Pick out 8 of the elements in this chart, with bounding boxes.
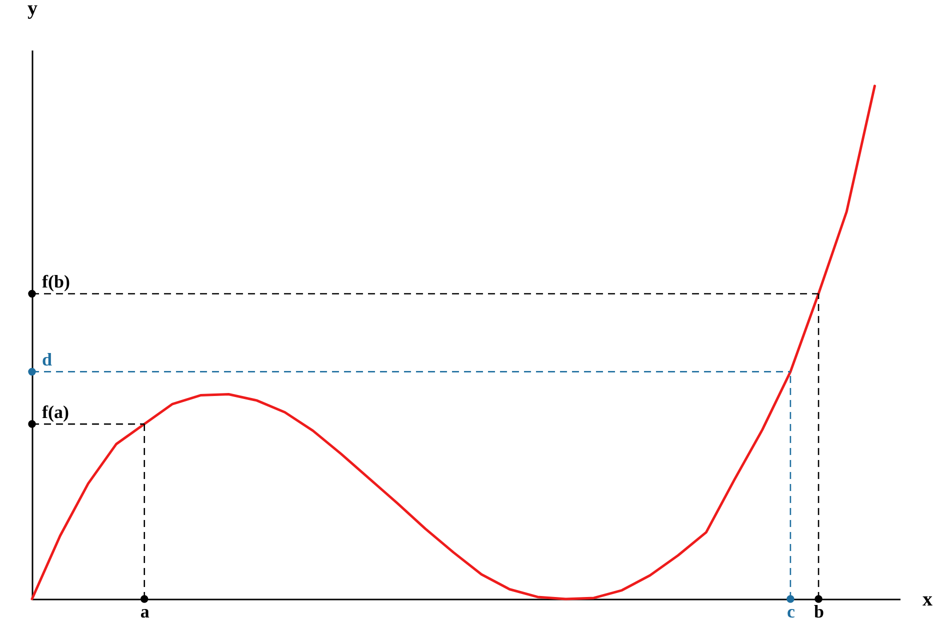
x-tick-label: b	[814, 602, 824, 622]
ref-line-label: d	[42, 350, 52, 370]
y-axis-title: y	[28, 0, 38, 20]
ref-line-label: f(b)	[42, 272, 70, 292]
x-tick-label: c	[786, 602, 795, 622]
ref-line-label: f(a)	[42, 402, 69, 422]
x-axis-title: x	[922, 588, 932, 610]
x-tick-label: a	[140, 602, 150, 622]
